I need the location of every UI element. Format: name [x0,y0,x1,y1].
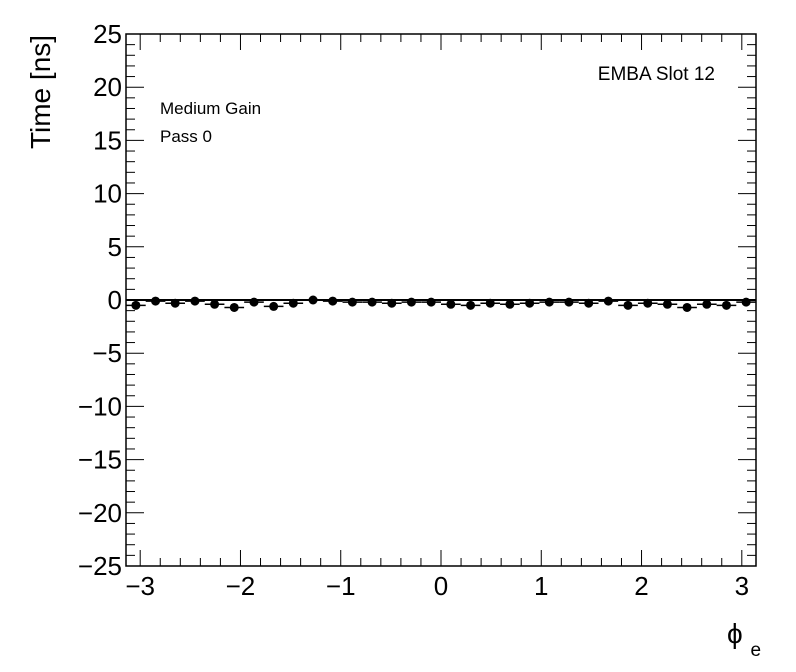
data-point [381,298,402,308]
pass-annotation: Pass 0 [160,127,212,146]
y-tick-label: 15 [93,125,122,155]
data-point [303,295,323,305]
point-marker [584,298,594,308]
y-tick-label: −25 [78,551,122,581]
y-tick-label: −10 [78,391,122,421]
data-point [578,298,599,308]
y-tick-label: 25 [93,19,122,49]
data-point [126,300,146,310]
point-marker [643,298,653,308]
data-point [480,298,501,308]
x-axis-title-main: ϕ [727,618,743,649]
point-marker [131,300,141,310]
data-point [224,302,245,312]
x-tick-label: 2 [634,571,648,601]
point-marker [564,297,574,307]
y-tick-label: −20 [78,498,122,528]
data-point [460,300,481,310]
point-marker [210,299,220,309]
point-marker [288,298,298,308]
x-tick-label: −3 [125,571,155,601]
x-tick-label: 1 [534,571,548,601]
y-tick-label: 5 [108,232,122,262]
data-point [421,297,441,307]
data-point [263,301,284,311]
data-point [716,300,737,310]
point-marker [269,301,279,311]
data-point [559,297,579,307]
plot-frame [125,33,757,567]
data-point [677,302,697,312]
point-marker [741,297,751,307]
y-tick-label: −15 [78,445,122,475]
data-point [637,298,658,308]
y-tick-label: −5 [92,338,122,368]
point-marker [347,297,357,307]
point-marker [662,299,672,309]
data-point [362,297,382,307]
point-marker [446,299,456,309]
data-point [165,298,186,308]
point-marker [702,299,712,309]
data-point [322,296,343,306]
point-marker [387,298,397,308]
x-tick-label: −2 [226,571,256,601]
data-point [441,299,461,309]
data-point [145,296,166,306]
point-marker [544,297,554,307]
point-marker [525,298,535,308]
data-point [401,297,422,307]
gain-annotation: Medium Gain [160,99,261,118]
data-point [283,298,304,308]
x-axis-title-sub: e [750,640,761,661]
point-marker [623,300,633,310]
point-marker [426,297,436,307]
point-marker [170,298,180,308]
x-tick-label: −1 [326,571,356,601]
data-point [500,299,520,309]
data-point [519,298,540,308]
data-points [126,295,756,312]
x-axis-title: ϕ e [727,618,761,661]
data-point [342,297,363,307]
y-tick-label: 20 [93,72,122,102]
point-marker [249,297,259,307]
y-tick-label: 0 [108,285,122,315]
data-point [696,299,717,309]
y-tick-label: 10 [93,179,122,209]
data-point [539,297,560,307]
point-marker [229,302,239,312]
y-axis-title: Time [ns] [25,35,56,149]
tick-marks [126,33,756,567]
point-marker [328,296,338,306]
x-tick-label: 3 [735,571,749,601]
point-marker [406,297,416,307]
data-point [657,299,678,309]
point-marker [466,300,476,310]
point-marker [190,296,200,306]
point-marker [151,296,161,306]
point-marker [603,296,613,306]
data-point [618,300,638,310]
data-point [204,299,225,309]
point-marker [682,302,692,312]
point-marker [721,300,731,310]
point-marker [505,299,515,309]
data-point [736,297,756,307]
x-tick-label: 0 [434,571,448,601]
slot-annotation: EMBA Slot 12 [598,64,715,85]
data-point [185,296,205,306]
data-point [244,297,264,307]
point-marker [308,295,318,305]
point-marker [485,298,495,308]
point-marker [367,297,377,307]
data-point [598,296,619,306]
